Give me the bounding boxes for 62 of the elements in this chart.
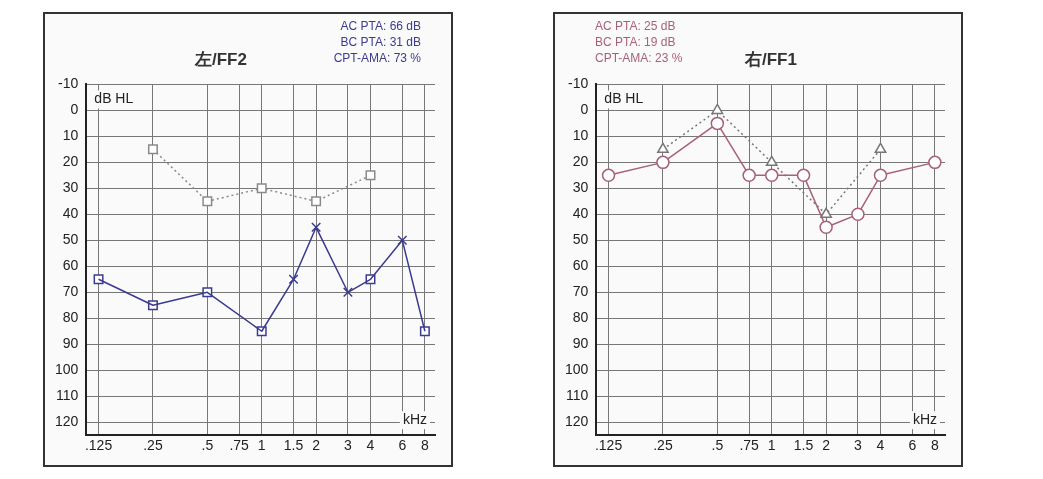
x-tick-label: 4 xyxy=(366,437,375,454)
x-tick-label: 6 xyxy=(398,437,407,454)
y-tick-label: 40 xyxy=(572,205,589,222)
y-tick-label: 20 xyxy=(572,153,589,170)
y-tick-label: 20 xyxy=(62,153,79,170)
chart-title: 左/FF2 xyxy=(195,49,247,71)
y-tick-label: 40 xyxy=(62,205,79,222)
x-tick-label: 1.5 xyxy=(283,437,304,454)
text: AC PTA: 66 dB xyxy=(339,18,421,34)
y-tick-label: 50 xyxy=(572,231,589,248)
x-tick-label: 6 xyxy=(908,437,917,454)
y-tick-label: -10 xyxy=(568,75,589,92)
y-tick-label: 10 xyxy=(62,127,79,144)
y-tick-label: 80 xyxy=(572,309,589,326)
y-tick-label: 120 xyxy=(55,413,79,430)
y-tick-label: 60 xyxy=(62,257,79,274)
x-tick-label: 1 xyxy=(767,437,776,454)
x-tick-label: .5 xyxy=(711,437,724,454)
x-tick-label: .25 xyxy=(653,437,673,454)
x-tick-label: .75 xyxy=(739,437,760,454)
y-tick-label: 120 xyxy=(565,413,589,430)
y-axis-title: dB HL xyxy=(604,90,644,107)
y-tick-label: 100 xyxy=(565,361,589,378)
x-tick-label: .25 xyxy=(143,437,163,454)
y-tick-label: 0 xyxy=(580,101,589,118)
x-tick-label: 1.5 xyxy=(793,437,814,454)
y-tick-label: 90 xyxy=(572,335,589,352)
x-tick-label: 1 xyxy=(257,437,266,454)
chart-title: 右/FF1 xyxy=(745,49,797,71)
x-tick-label: 2 xyxy=(312,437,321,454)
x-tick-label: 3 xyxy=(854,437,863,454)
x-tick-label: 8 xyxy=(420,437,429,454)
x-tick-label: .5 xyxy=(201,437,214,454)
text: BC PTA: 31 dB xyxy=(339,34,421,50)
y-tick-label: 100 xyxy=(55,361,79,378)
y-tick-label: 60 xyxy=(572,257,589,274)
y-tick-label: 110 xyxy=(56,387,79,404)
y-tick-label: 10 xyxy=(572,127,589,144)
y-axis-title: dB HL xyxy=(94,90,134,107)
y-tick-label: 80 xyxy=(62,309,79,326)
text: CPT-AMA: 73 % xyxy=(333,50,421,66)
y-tick-label: 30 xyxy=(62,179,79,196)
text: BC PTA: 19 dB xyxy=(595,34,677,50)
x-axis-title: kHz xyxy=(912,411,937,428)
y-tick-label: 30 xyxy=(572,179,589,196)
text: AC PTA: 25 dB xyxy=(595,18,677,34)
x-axis-title: kHz xyxy=(402,411,427,428)
y-tick-label: -10 xyxy=(58,75,79,92)
x-tick-label: .125 xyxy=(594,437,623,454)
x-tick-label: 3 xyxy=(344,437,353,454)
y-tick-label: 70 xyxy=(62,283,79,300)
x-tick-label: 8 xyxy=(930,437,939,454)
y-tick-label: 90 xyxy=(62,335,79,352)
x-tick-label: 2 xyxy=(822,437,831,454)
x-tick-label: .125 xyxy=(84,437,113,454)
x-tick-label: 4 xyxy=(876,437,885,454)
x-tick-label: .75 xyxy=(229,437,250,454)
text: CPT-AMA: 23 % xyxy=(595,50,683,66)
y-tick-label: 0 xyxy=(70,101,79,118)
y-tick-label: 110 xyxy=(566,387,589,404)
y-tick-label: 50 xyxy=(62,231,79,248)
y-tick-label: 70 xyxy=(572,283,589,300)
